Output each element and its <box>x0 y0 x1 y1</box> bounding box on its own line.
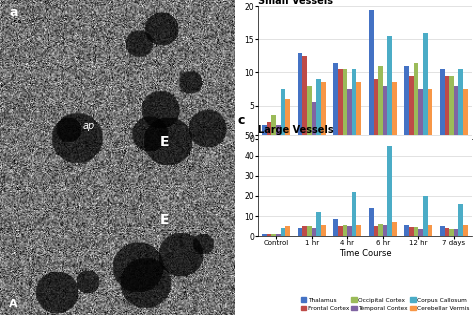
Bar <box>307 226 311 236</box>
Bar <box>383 225 387 236</box>
Bar <box>404 225 409 236</box>
Bar <box>428 225 432 236</box>
Bar <box>445 228 449 236</box>
Bar <box>343 225 347 236</box>
Bar <box>267 122 272 139</box>
Bar <box>383 86 387 139</box>
Bar <box>312 228 316 236</box>
Bar <box>338 226 343 236</box>
X-axis label: Time Course: Time Course <box>338 249 392 258</box>
Text: Small Vessels: Small Vessels <box>258 0 333 6</box>
Bar <box>414 227 418 236</box>
Bar <box>267 234 272 236</box>
Text: E: E <box>160 214 169 227</box>
Bar <box>378 66 383 139</box>
Bar <box>312 102 316 139</box>
Bar <box>343 69 347 139</box>
Bar <box>440 69 445 139</box>
Legend: Thalamus, Frontal Cortex, Occipital Cortex, Temporal Contex, Corpus Callosum, Ce: Thalamus, Frontal Cortex, Occipital Cort… <box>300 296 471 312</box>
Bar <box>272 115 276 139</box>
Bar <box>347 226 352 236</box>
Bar <box>316 79 321 139</box>
Bar <box>281 228 285 236</box>
Bar <box>458 69 463 139</box>
Bar <box>463 225 468 236</box>
Bar <box>392 222 397 236</box>
Bar <box>352 192 356 236</box>
Bar <box>352 69 356 139</box>
Bar <box>276 125 281 139</box>
Bar <box>404 66 409 139</box>
Text: A: A <box>9 299 18 309</box>
Bar <box>285 99 290 139</box>
Bar <box>418 89 423 139</box>
Text: E: E <box>160 135 169 149</box>
Bar <box>445 76 449 139</box>
Bar <box>321 82 326 139</box>
Bar <box>449 229 454 236</box>
Bar <box>281 89 285 139</box>
Bar <box>463 89 468 139</box>
Bar <box>262 125 267 139</box>
Bar <box>423 33 428 139</box>
Bar <box>285 226 290 236</box>
Bar <box>276 234 281 236</box>
Bar <box>454 86 458 139</box>
Text: ap: ap <box>83 121 95 131</box>
Bar <box>333 219 338 236</box>
Bar <box>333 62 338 139</box>
Bar <box>392 82 397 139</box>
Bar <box>428 89 432 139</box>
Bar <box>454 229 458 236</box>
Text: Large Vessels: Large Vessels <box>258 125 334 135</box>
Bar <box>378 224 383 236</box>
Bar <box>321 225 326 236</box>
Bar <box>449 76 454 139</box>
Bar <box>414 62 418 139</box>
Bar <box>374 79 378 139</box>
Bar <box>298 53 302 139</box>
Bar <box>262 234 267 236</box>
Bar <box>409 76 414 139</box>
Bar <box>458 204 463 236</box>
Bar <box>387 36 392 139</box>
Text: a: a <box>9 6 18 19</box>
Bar <box>307 86 311 139</box>
Bar <box>423 196 428 236</box>
Bar <box>387 146 392 236</box>
Bar <box>302 226 307 236</box>
Bar <box>374 226 378 236</box>
Bar <box>369 208 374 236</box>
Bar <box>440 226 445 236</box>
Bar <box>356 82 361 139</box>
Bar <box>369 10 374 139</box>
Bar <box>418 229 423 236</box>
Bar <box>272 234 276 236</box>
Bar <box>409 227 414 236</box>
Text: c: c <box>237 114 245 127</box>
Bar <box>298 228 302 236</box>
Bar <box>338 69 343 139</box>
Bar <box>356 225 361 236</box>
Bar <box>316 212 321 236</box>
Bar <box>347 89 352 139</box>
Bar <box>302 56 307 139</box>
